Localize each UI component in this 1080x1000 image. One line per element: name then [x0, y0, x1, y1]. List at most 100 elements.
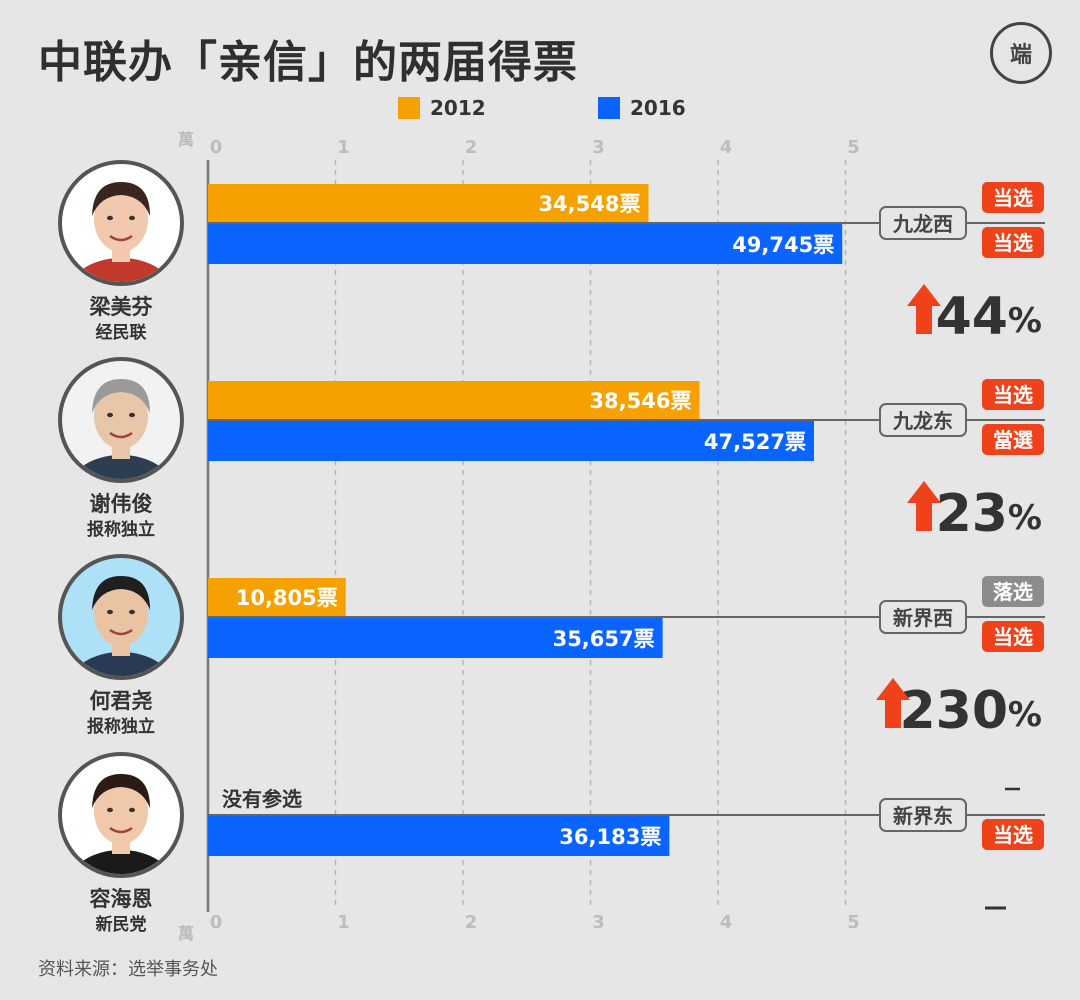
portrait-shoulders	[71, 258, 171, 282]
portrait-face	[94, 383, 148, 449]
result-badge-2012-bg	[982, 576, 1044, 607]
legend-swatch-2016	[598, 97, 620, 119]
avatar-photo	[58, 554, 184, 680]
bar-label-2012: 38,546票	[589, 389, 691, 413]
bar-label-2012: 34,548票	[538, 192, 640, 216]
chart-title: 中联办「亲信」的两届得票	[38, 37, 578, 88]
result-badge-2012-bg	[982, 182, 1044, 213]
district-box	[879, 798, 967, 832]
candidate-party: 报称独立	[87, 717, 155, 737]
portrait-hair	[92, 774, 150, 808]
candidate-name: 梁美芬	[89, 295, 153, 319]
legend-label-2016: 2016	[630, 96, 686, 120]
portrait-eye	[107, 412, 113, 418]
change-suffix: %	[1008, 498, 1042, 538]
district-box	[879, 403, 967, 437]
source-note: 资料来源：选举事务处	[38, 959, 218, 980]
result-badge-2016: 當選	[993, 428, 1033, 452]
result-badge-2012: 当选	[993, 186, 1033, 210]
candidate-party: 新民党	[95, 915, 147, 935]
portrait-illustration	[71, 774, 171, 874]
portrait-eye	[107, 609, 113, 615]
bar-2016-何君尧	[208, 618, 663, 658]
tick-label-bottom-1: 1	[337, 912, 350, 933]
tick-label-top-5: 5	[847, 137, 860, 158]
result-badge-2016: 当选	[993, 625, 1033, 649]
result-badge-2016: 当选	[993, 823, 1033, 847]
district-label: 九龙西	[892, 212, 953, 236]
change-suffix: %	[1008, 695, 1042, 735]
up-arrow-icon	[907, 481, 941, 531]
district-box	[879, 600, 967, 634]
bar-label-2012: 没有参选	[222, 787, 302, 811]
portrait-hair	[92, 379, 150, 413]
portrait-mouth	[109, 628, 133, 636]
tick-label-bottom-3: 3	[592, 912, 605, 933]
portrait-eye	[107, 215, 113, 221]
bar-2016-梁美芬	[208, 224, 843, 264]
portrait-shoulders	[71, 455, 171, 479]
portrait-illustration	[71, 576, 171, 676]
result-badge-2016: 当选	[993, 231, 1033, 255]
tick-label-top-0: 0	[210, 137, 223, 158]
result-badge-2012-bg	[982, 379, 1044, 410]
change-suffix: %	[1008, 301, 1042, 341]
bar-label-2016: 35,657票	[553, 627, 655, 651]
portrait-mouth	[109, 826, 133, 834]
portrait-shoulders	[71, 850, 171, 874]
candidate-party: 报称独立	[87, 520, 155, 540]
tick-label-top-3: 3	[592, 137, 605, 158]
portrait-hair	[92, 182, 150, 216]
bar-2016-容海恩	[208, 816, 670, 856]
up-arrow-icon	[907, 284, 941, 334]
portrait-eye	[129, 215, 135, 221]
legend-swatch-2012	[398, 97, 420, 119]
bar-2012-梁美芬	[208, 184, 649, 222]
bar-label-2016: 36,183票	[559, 825, 661, 849]
bar-2012-谢伟俊	[208, 381, 700, 419]
legend-label-2012: 2012	[430, 96, 486, 120]
avatar-photo	[58, 160, 184, 286]
logo-text: 端	[1009, 43, 1032, 68]
portrait-face	[94, 580, 148, 646]
bar-label-2012: 10,805票	[236, 586, 338, 610]
portrait-illustration	[71, 379, 171, 479]
result-badge-2016-bg	[982, 621, 1044, 652]
candidate-party: 经民联	[95, 323, 147, 343]
candidate-name: 容海恩	[89, 887, 153, 911]
tick-label-top-4: 4	[720, 137, 733, 158]
district-box	[879, 206, 967, 240]
result-badge-2012: 当选	[993, 383, 1033, 407]
candidate-name: 何君尧	[89, 689, 153, 713]
portrait-face	[94, 778, 148, 844]
avatar-photo	[58, 357, 184, 483]
result-badge-2012: 落选	[993, 580, 1033, 604]
district-label: 新界东	[893, 804, 953, 828]
portrait-eye	[129, 807, 135, 813]
portrait-eye	[129, 609, 135, 615]
result-badge-2016-bg	[982, 424, 1044, 455]
tick-label-bottom-0: 0	[210, 912, 223, 933]
portrait-eye	[107, 807, 113, 813]
change-value: 44	[936, 287, 1008, 347]
avatar-photo	[58, 752, 184, 878]
portrait-mouth	[109, 234, 133, 242]
bar-2016-谢伟俊	[208, 421, 814, 461]
unit-label-top: 萬	[178, 130, 195, 149]
portrait-hair	[92, 576, 150, 610]
portrait-mouth	[109, 431, 133, 439]
up-arrow-icon	[876, 678, 910, 728]
change-value: 230	[899, 681, 1008, 741]
result-badge-2016-bg	[982, 819, 1044, 850]
portrait-face	[94, 186, 148, 252]
bar-label-2016: 47,527票	[704, 430, 806, 454]
bar-label-2016: 49,745票	[732, 233, 834, 257]
tick-label-top-2: 2	[465, 137, 478, 158]
change-value: 23	[936, 484, 1008, 544]
tick-label-bottom-4: 4	[720, 912, 733, 933]
portrait-shoulders	[71, 652, 171, 676]
logo: 端	[990, 22, 1052, 84]
district-label: 新界西	[893, 606, 953, 630]
result-badge-2016-bg	[982, 227, 1044, 258]
